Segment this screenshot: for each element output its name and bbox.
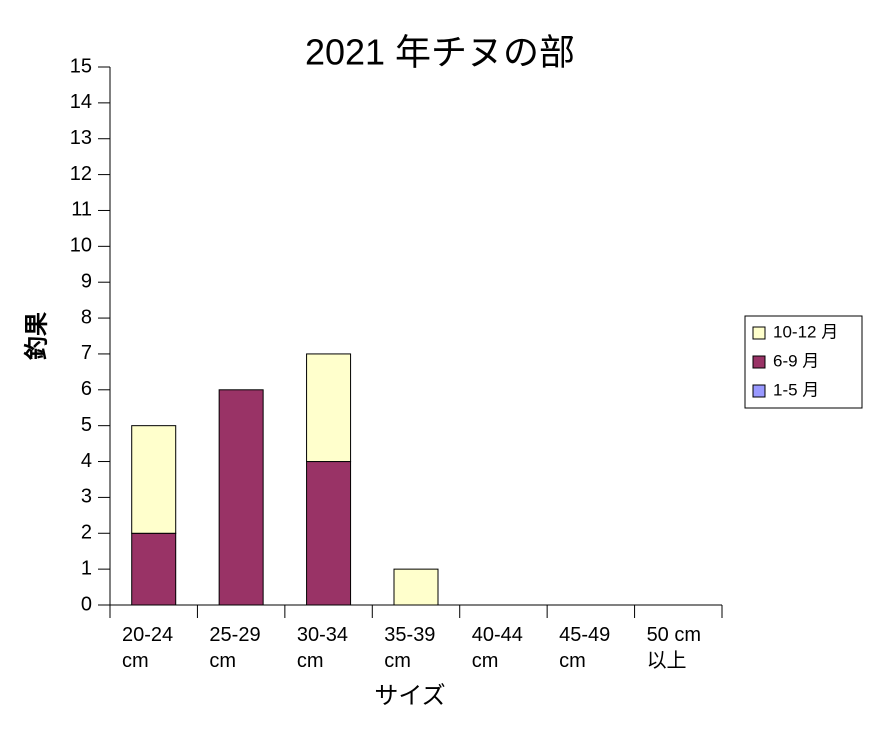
x-tick-label: 20-24 cm	[122, 624, 174, 672]
y-tick-label: 2	[81, 522, 92, 544]
y-tick-label: 7	[81, 342, 92, 364]
y-tick-label: 0	[81, 593, 92, 615]
y-tick-label: 5	[81, 414, 92, 436]
y-tick-label: 14	[70, 91, 92, 113]
x-tick-label: 40-44 cm	[471, 624, 523, 672]
y-tick-label: 9	[81, 270, 92, 292]
legend-swatch	[752, 326, 766, 340]
bar-segment	[393, 568, 439, 606]
y-tick-label: 3	[81, 486, 92, 508]
bar-segment	[306, 461, 352, 606]
x-tick-label: 50 cm 以上	[646, 624, 702, 672]
y-tick-label: 13	[70, 127, 92, 149]
bar-segment	[306, 353, 352, 463]
x-tick-label: 25-29 cm	[209, 624, 261, 672]
chart-title: 2021 年チヌの部	[305, 32, 575, 73]
bar-segment	[218, 389, 264, 606]
y-tick-label: 8	[81, 306, 92, 328]
y-axis-label: 釣果	[22, 312, 50, 360]
x-tick-label: 30-34 cm	[296, 624, 348, 672]
y-tick-label: 1	[81, 557, 92, 579]
y-tick-label: 10	[70, 235, 92, 257]
x-tick-label: 45-49 cm	[559, 624, 611, 672]
x-tick-label: 35-39 cm	[384, 624, 436, 672]
legend-swatch	[752, 384, 766, 398]
legend-label: 1-5 月	[773, 380, 819, 399]
y-tick-label: 12	[70, 163, 92, 185]
legend-label: 10-12 月	[773, 322, 838, 341]
y-tick-label: 6	[81, 378, 92, 400]
legend-swatch	[752, 355, 766, 369]
y-tick-label: 11	[71, 199, 92, 221]
y-tick-label: 15	[70, 55, 92, 77]
bar-segment	[131, 425, 177, 534]
legend-label: 6-9 月	[773, 351, 819, 370]
x-axis-label: サイズ	[374, 682, 445, 709]
bar-segment	[131, 532, 177, 606]
y-tick-label: 4	[81, 450, 92, 472]
